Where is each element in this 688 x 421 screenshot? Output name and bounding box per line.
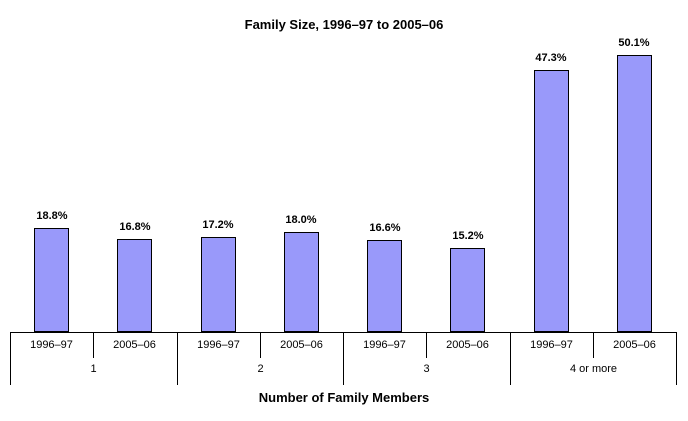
year-label: 2005–06: [280, 339, 323, 351]
bar: [534, 70, 569, 332]
bar-value-label: 16.8%: [119, 221, 151, 233]
year-label: 2005–06: [113, 339, 156, 351]
bar: [34, 228, 69, 332]
year-label: 1996–97: [363, 339, 406, 351]
group-divider-tick: [510, 332, 511, 385]
bar-value-label: 18.0%: [285, 214, 317, 226]
year-label: 1996–97: [197, 339, 240, 351]
group-label: 1: [90, 363, 97, 375]
group-label: 4 or more: [569, 363, 618, 375]
bar: [201, 237, 236, 332]
year-label: 2005–06: [613, 339, 656, 351]
bar-value-label: 47.3%: [535, 52, 567, 64]
bar-value-label: 18.8%: [36, 210, 68, 222]
bar: [450, 248, 485, 332]
bar: [367, 240, 402, 332]
series-divider-tick: [260, 332, 261, 358]
year-label: 1996–97: [530, 339, 573, 351]
group-divider-tick: [343, 332, 344, 385]
bar-value-label: 17.2%: [202, 219, 234, 231]
group-divider-tick: [177, 332, 178, 385]
group-label: 3: [423, 363, 430, 375]
bar: [284, 232, 319, 332]
series-divider-tick: [93, 332, 94, 358]
group-divider-tick: [10, 332, 11, 385]
bar: [617, 55, 652, 332]
group-divider-tick: [676, 332, 677, 385]
chart-title: Family Size, 1996–97 to 2005–06: [244, 17, 444, 32]
bar: [117, 239, 152, 332]
bar-value-label: 15.2%: [452, 230, 484, 242]
year-label: 1996–97: [30, 339, 73, 351]
x-axis-title: Number of Family Members: [258, 390, 430, 405]
group-label: 2: [257, 363, 264, 375]
year-label: 2005–06: [446, 339, 489, 351]
bar-value-label: 16.6%: [369, 222, 401, 234]
series-divider-tick: [593, 332, 594, 358]
bar-value-label: 50.1%: [618, 37, 650, 49]
series-divider-tick: [426, 332, 427, 358]
